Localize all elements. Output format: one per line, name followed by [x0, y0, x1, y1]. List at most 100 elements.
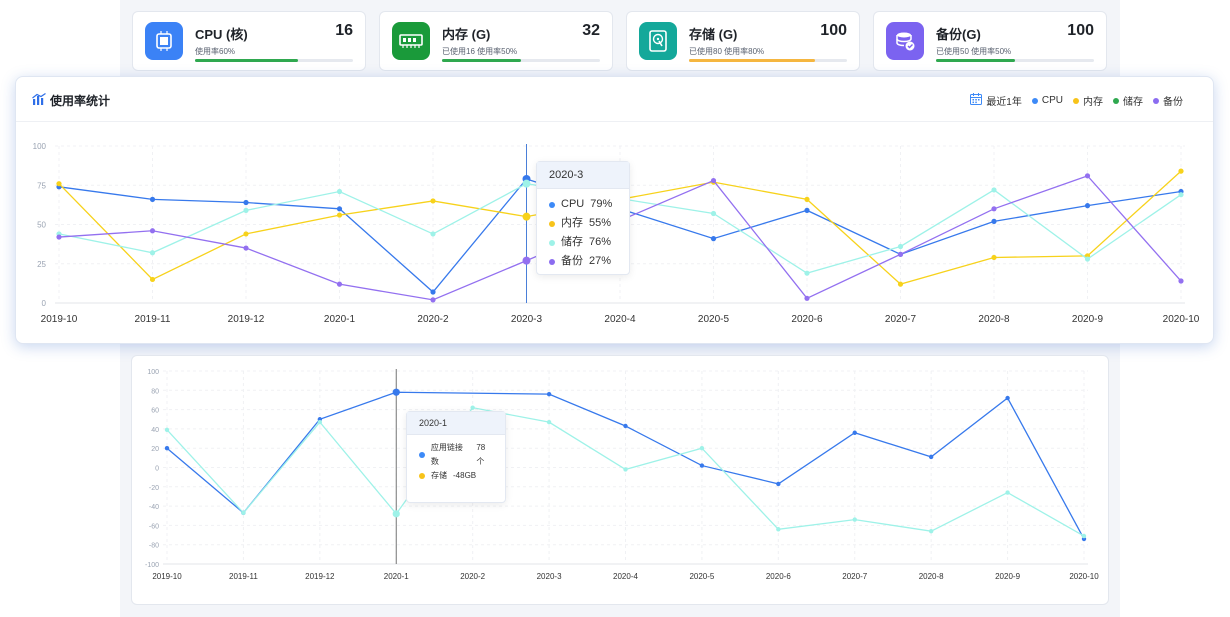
legend-item[interactable]: 备份 — [1153, 93, 1183, 108]
y-tick-label: 100 — [147, 369, 159, 376]
time-range-label: 最近1年 — [986, 97, 1022, 108]
legend-item[interactable]: 内存 — [1073, 93, 1103, 108]
data-point — [991, 218, 997, 224]
stat-card-cpu: CPU (核) 16 使用率60% — [132, 11, 366, 71]
tooltip-label: 内存 — [561, 217, 583, 229]
data-point — [56, 181, 62, 187]
data-point — [522, 179, 531, 188]
backup-icon — [886, 22, 924, 60]
data-point — [1084, 173, 1091, 179]
tooltip-marker — [419, 473, 425, 479]
tooltip-label: 存储 — [431, 471, 447, 480]
data-point — [546, 419, 552, 425]
legend-item[interactable]: CPU — [1031, 93, 1063, 108]
stat-title: 备份(G) — [936, 27, 981, 42]
data-point — [392, 388, 400, 396]
y-tick-label: -40 — [149, 504, 159, 511]
x-tick-label: 2019-12 — [228, 314, 265, 325]
data-point — [336, 281, 343, 287]
series-line-1 — [166, 391, 1085, 540]
data-point — [522, 256, 531, 265]
data-point — [852, 430, 857, 435]
x-tick-label: 2020-9 — [1072, 314, 1104, 325]
x-tick-label: 2019-11 — [135, 314, 171, 325]
chart-tooltip: 2020-3 CPU 79% 内存 55% 储存 76% 备份 27% — [536, 161, 630, 275]
cpu-icon — [145, 22, 183, 60]
tooltip-label: CPU — [561, 198, 585, 210]
x-tick-label: 2020-7 — [842, 572, 867, 581]
data-point — [241, 510, 246, 516]
data-point — [1005, 490, 1010, 495]
usage-progress-bar — [442, 59, 600, 62]
data-point — [243, 231, 249, 237]
data-point — [56, 234, 62, 240]
y-tick-label: 50 — [37, 221, 46, 230]
x-tick-label: 2020-10 — [1069, 572, 1099, 581]
tooltip-value: -48GB — [453, 471, 477, 480]
calendar-icon — [970, 93, 983, 108]
data-point — [852, 517, 857, 522]
data-point — [470, 405, 475, 410]
y-tick-label: 20 — [151, 446, 159, 453]
stat-card-backup: 备份(G) 100 已使用50 使用率50% — [873, 11, 1107, 71]
bar-chart-icon — [32, 93, 46, 108]
y-tick-label: 75 — [37, 181, 46, 190]
data-point — [928, 454, 934, 460]
x-tick-label: 2020-9 — [995, 572, 1020, 581]
x-tick-label: 2020-3 — [537, 572, 562, 581]
x-tick-label: 2020-2 — [460, 572, 485, 581]
legend-marker — [1073, 97, 1079, 104]
data-point — [243, 207, 249, 213]
x-tick-label: 2020-4 — [613, 572, 638, 581]
data-point — [710, 177, 717, 184]
data-point — [1084, 256, 1091, 262]
data-point — [317, 419, 323, 425]
x-tick-label: 2019-10 — [41, 314, 78, 325]
usage-progress-fill — [936, 59, 1015, 62]
y-tick-label: -80 — [149, 543, 159, 550]
data-point — [164, 446, 170, 451]
x-tick-label: 2019-12 — [305, 572, 335, 581]
legend-marker — [1031, 97, 1038, 104]
y-tick-label: 100 — [33, 142, 47, 151]
usage-progress-fill — [195, 59, 298, 62]
data-point — [623, 423, 628, 429]
x-tick-label: 2020-1 — [384, 572, 409, 581]
legend-item[interactable]: 储存 — [1113, 93, 1143, 108]
data-point — [710, 210, 717, 217]
tooltip-row: 储存 76% — [549, 233, 617, 252]
data-point — [804, 270, 810, 276]
data-point — [710, 236, 717, 242]
data-point — [336, 188, 343, 195]
stat-card-storage: 存储 (G) 100 已使用80 使用率80% — [626, 11, 860, 71]
y-tick-label: 0 — [155, 466, 159, 473]
data-point — [1178, 192, 1184, 198]
data-point — [623, 467, 628, 472]
data-point — [804, 207, 810, 213]
stat-usage-text: 已使用50 使用率50% — [936, 47, 1012, 56]
time-range-selector[interactable]: 最近1年 — [970, 93, 1022, 108]
tooltip-marker — [549, 220, 555, 227]
stat-value: 16 — [335, 22, 353, 39]
x-tick-label: 2020-7 — [885, 314, 917, 325]
data-point — [1081, 533, 1087, 539]
usage-progress-fill — [442, 59, 521, 62]
data-point — [430, 289, 436, 295]
y-tick-label: 25 — [37, 260, 46, 269]
data-point — [392, 510, 400, 518]
y-tick-label: 0 — [42, 299, 47, 308]
data-point — [149, 196, 156, 202]
tooltip-marker — [549, 258, 555, 265]
usage-progress-bar — [689, 59, 847, 62]
y-tick-label: -20 — [149, 485, 159, 492]
stat-usage-text: 使用率60% — [195, 47, 236, 56]
x-tick-label: 2020-5 — [698, 314, 730, 325]
tooltip-label: 应用链接数 — [430, 443, 463, 466]
data-point — [1005, 395, 1010, 401]
data-point — [430, 297, 436, 303]
tooltip-value: 79% — [590, 198, 613, 210]
data-point — [991, 187, 997, 193]
x-tick-label: 2020-8 — [919, 572, 944, 581]
x-tick-label: 2020-10 — [1163, 314, 1200, 325]
data-point — [336, 212, 343, 218]
